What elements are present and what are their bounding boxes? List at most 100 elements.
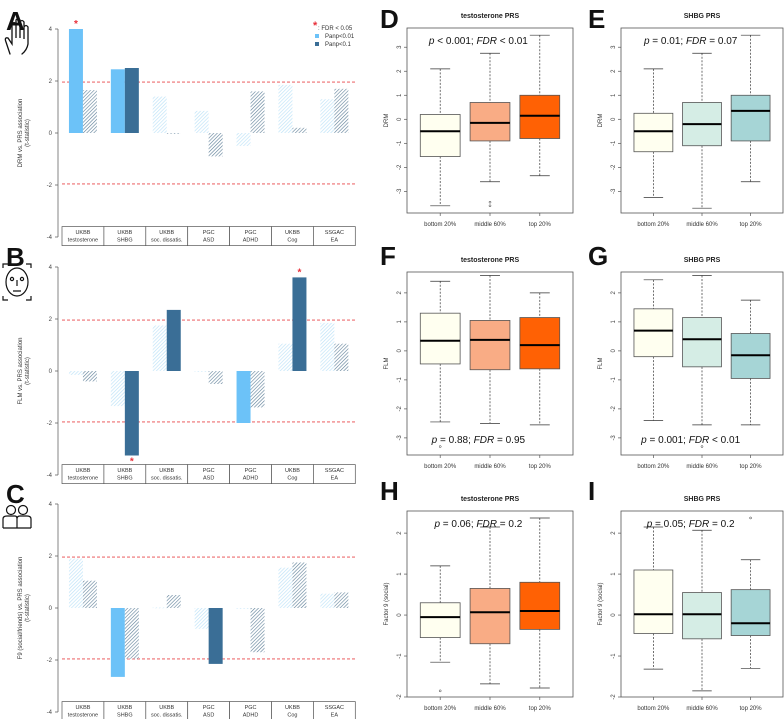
y-axis-label: DRM: [384, 114, 390, 128]
y-tick-label: 2: [611, 291, 617, 295]
y-tick-label: 2: [49, 554, 53, 560]
y-tick-label: -2: [47, 183, 53, 189]
bar: [194, 110, 209, 133]
y-tick-label: 0: [397, 613, 403, 617]
bar: [334, 88, 349, 133]
fdr-star-icon: *: [74, 19, 78, 30]
panel-letter-f: F: [380, 241, 396, 271]
y-tick-label: -2: [397, 164, 403, 170]
bar: [208, 133, 223, 157]
y-tick-label: -1: [611, 140, 617, 146]
plot-frame: [620, 27, 784, 214]
y-tick-label: 1: [611, 93, 617, 97]
panel-b-bar-chart: 4 2 0 -2 -4 FLM vs. PRS association (t-statist…: [18, 265, 357, 484]
stat-annotation: p = 0.88; FDR = 0.95: [431, 435, 526, 446]
bar: [194, 608, 209, 629]
box: [730, 94, 771, 142]
outlier-point: [749, 516, 752, 520]
bar: [208, 371, 223, 384]
panel-letter-h: H: [380, 476, 399, 506]
y-tick-label: -2: [611, 694, 617, 700]
category-label: UKBB: [285, 468, 300, 474]
y-tick-label: 0: [49, 131, 53, 137]
y-axis-label-unit: (t-statistic): [25, 594, 31, 622]
plot-frame: [620, 510, 784, 698]
bar: [250, 91, 265, 133]
fdr-star-icon: *: [130, 457, 134, 468]
category-label: UKBB: [75, 230, 90, 236]
box: [419, 602, 461, 638]
x-tick-label: middle 60%: [686, 706, 718, 712]
y-tick-label: 4: [49, 265, 53, 271]
category-label: SSGAC: [325, 705, 344, 711]
chart-title: SHBG PRS: [684, 496, 721, 503]
x-tick-label: bottom 20%: [424, 222, 457, 228]
y-tick-label: 4: [49, 27, 53, 33]
stat-annotation: p = 0.05; FDR = 0.2: [646, 519, 735, 530]
y-tick-label: 2: [49, 317, 53, 323]
y-tick-label: 2: [397, 291, 403, 295]
plot-frame: [406, 510, 574, 698]
x-tick-label: top 20%: [740, 222, 763, 228]
category-label: UKBB: [159, 468, 174, 474]
y-tick-label: -1: [611, 377, 617, 383]
chart-title: testosterone PRS: [461, 257, 520, 264]
x-tick-label: middle 60%: [474, 464, 506, 470]
y-tick-label: -3: [397, 435, 403, 441]
plot-frame: [406, 27, 574, 214]
y-axis-label: FLM vs. PRS association: [18, 337, 24, 404]
bar: [152, 607, 167, 609]
category-label: UKBB: [117, 230, 132, 236]
box: [519, 581, 561, 630]
bar: [124, 371, 139, 456]
y-tick-label: 2: [397, 531, 403, 535]
category-label: UKBB: [159, 230, 174, 236]
panel-f-box-chart: testosterone PRS FLM -3 -2 -1 0 1 2 bottom 20% mi…: [384, 257, 574, 470]
fdr-star-icon: *: [297, 267, 301, 278]
people-icon: [2, 504, 32, 529]
x-tick-label: bottom 20%: [424, 706, 457, 712]
outlier-point: [700, 445, 704, 448]
bar: [292, 277, 307, 371]
y-axis-label: F9 (social/friends) vs. PRS association: [18, 557, 24, 660]
bar: [236, 133, 251, 146]
bar: [320, 322, 335, 371]
category-label: UKBB: [75, 468, 90, 474]
category-box: [313, 226, 356, 246]
y-tick-label: 3: [397, 45, 403, 49]
box: [633, 569, 674, 634]
bar: [334, 592, 349, 608]
x-tick-label: middle 60%: [474, 222, 506, 228]
bar: [152, 96, 167, 133]
y-tick-label: -4: [47, 235, 53, 241]
x-tick-label: top 20%: [529, 706, 552, 712]
category-label: EA: [331, 713, 339, 719]
x-tick-label: top 20%: [529, 222, 552, 228]
panel-i-box-chart: SHBG PRS Factor 9 (social) -2 -1 0 1 2 bottom 2…: [598, 496, 784, 712]
category-label: testosterone: [68, 238, 98, 244]
y-tick-label: 3: [611, 45, 617, 49]
y-tick-label: 2: [49, 79, 53, 85]
category-box: [313, 464, 356, 484]
box: [519, 94, 561, 139]
category-label: UKBB: [117, 468, 132, 474]
y-tick-label: 0: [611, 349, 617, 353]
bar: [82, 371, 97, 382]
y-tick-label: 1: [397, 320, 403, 324]
y-tick-label: -4: [47, 710, 53, 716]
y-tick-label: -2: [47, 421, 53, 427]
category-box: [313, 701, 356, 719]
panel-g-box-chart: SHBG PRS FLM -3 -2 -1 0 1 2 bottom 20% middle 60%…: [598, 257, 784, 470]
outlier-point: [438, 689, 442, 693]
bar: [68, 371, 83, 375]
face-icon: [2, 263, 32, 301]
y-tick-label: -1: [397, 140, 403, 146]
box: [519, 317, 561, 370]
x-tick-label: bottom 20%: [637, 706, 670, 712]
bar: [250, 608, 265, 653]
y-tick-label: -3: [397, 188, 403, 194]
bar: [292, 127, 307, 133]
box: [682, 592, 722, 640]
legend-swatch: [315, 34, 319, 38]
